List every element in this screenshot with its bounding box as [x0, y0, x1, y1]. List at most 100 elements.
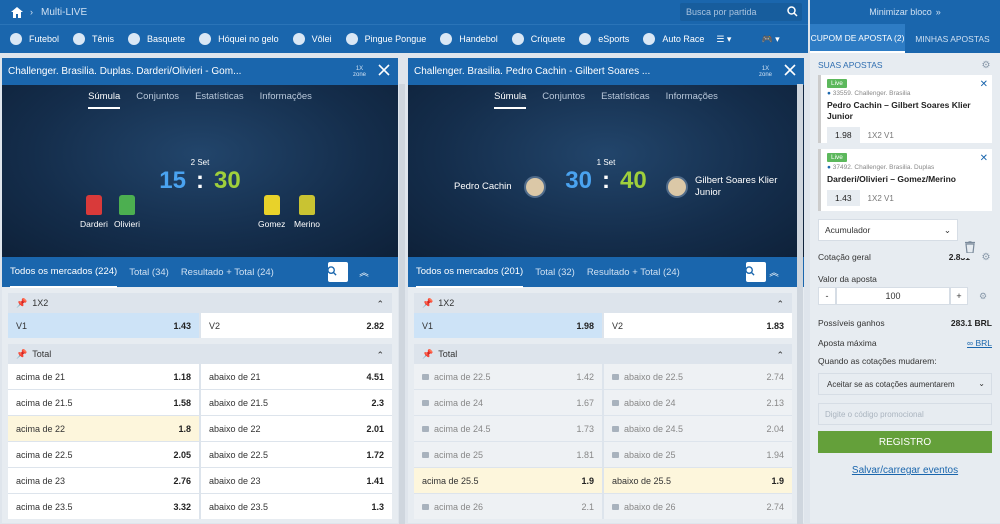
collapse-button[interactable]: ︽: [359, 262, 380, 282]
tab-total[interactable]: Total (34): [129, 266, 169, 278]
odd-cell[interactable]: abaixo de 21.5 2.3: [201, 390, 392, 415]
odd-cell[interactable]: acima de 25 1.81: [414, 442, 602, 467]
odd-cell[interactable]: abaixo de 22.5 1.72: [201, 442, 392, 467]
odd-cell[interactable]: acima de 22.5 2.05: [8, 442, 199, 467]
group-header[interactable]: 📌 1X2 ⌃: [16, 297, 384, 310]
tab-sumula[interactable]: Súmula: [494, 91, 527, 109]
tab-estatisticas[interactable]: Estatísticas: [195, 91, 244, 102]
group-header[interactable]: 📌 Total ⌃: [422, 348, 784, 361]
odd-cell[interactable]: acima de 23 2.76: [8, 468, 199, 493]
table-row: acima de 21.5 1.58 abaixo de 21.5 2.3: [8, 390, 392, 415]
close-icon[interactable]: [378, 64, 392, 78]
group-header[interactable]: 📌 1X2 ⌃: [422, 297, 784, 310]
tab-total[interactable]: Total (32): [535, 266, 575, 278]
search-input[interactable]: Busca por partida: [680, 3, 802, 21]
sport-tennis[interactable]: Tênis: [73, 33, 114, 45]
odd-cell[interactable]: abaixo de 22.5 2.74: [604, 364, 792, 389]
odd-cell[interactable]: abaixo de 21 4.51: [201, 364, 392, 389]
breadcrumb[interactable]: Multi-LIVE: [41, 6, 88, 18]
odd-cell[interactable]: abaixo de 23.5 1.3: [201, 494, 392, 519]
collapse-button[interactable]: ︽: [769, 262, 790, 282]
sport-football[interactable]: Futebol: [10, 33, 59, 45]
odd-cell[interactable]: acima de 21.5 1.58: [8, 390, 199, 415]
tab-conjuntos[interactable]: Conjuntos: [136, 91, 180, 102]
sport-table-tennis[interactable]: Pingue Pongue: [345, 33, 426, 45]
sport-cricket[interactable]: Críquete: [511, 33, 565, 45]
close-icon[interactable]: ✕: [979, 79, 988, 90]
trash-icon[interactable]: [960, 236, 980, 258]
sport-handball[interactable]: Handebol: [440, 33, 498, 45]
sport-auto-race[interactable]: Auto Race: [643, 33, 704, 45]
odd-cell[interactable]: acima de 21 1.18: [8, 364, 199, 389]
odd-cell[interactable]: abaixo de 24.5 2.04: [604, 416, 792, 441]
scoreboard-tabs: Súmula Conjuntos Estatísticas Informaçõe…: [408, 91, 804, 109]
games-button[interactable]: 🎮 ▾: [761, 34, 779, 45]
player-olivieri: Olivieri: [114, 195, 140, 229]
close-icon[interactable]: [784, 64, 798, 78]
odd-cell[interactable]: abaixo de 25.5 1.9: [604, 468, 792, 493]
tab-all-markets[interactable]: Todos os mercados (224): [10, 257, 118, 288]
odd-cell[interactable]: abaixo de 23 1.41: [201, 468, 392, 493]
sport-volleyball[interactable]: Vôlei: [292, 33, 332, 45]
scrollbar[interactable]: [399, 84, 405, 524]
odd-cell[interactable]: abaixo de 25 1.94: [604, 442, 792, 467]
bet-type-select[interactable]: Acumulador ⌄: [818, 219, 958, 241]
max-bet-link[interactable]: ∞ BRL: [967, 338, 992, 348]
match-title[interactable]: Challenger. Brasilia. Duplas. Darderi/Ol…: [8, 66, 242, 77]
tab-result-total[interactable]: Resultado + Total (24): [586, 266, 680, 278]
scrollbar[interactable]: [797, 84, 803, 524]
group-header[interactable]: 📌 Total ⌃: [16, 348, 384, 361]
minus-button[interactable]: -: [818, 287, 836, 305]
zone-button[interactable]: 1X zone: [352, 66, 366, 78]
odd-cell[interactable]: abaixo de 26 2.74: [604, 494, 792, 519]
stake-input[interactable]: 100: [836, 287, 950, 305]
search-markets-button[interactable]: [745, 262, 766, 282]
promo-code-input[interactable]: Digite o código promocional: [818, 403, 992, 425]
gear-icon[interactable]: ⚙: [978, 57, 994, 73]
tab-sumula[interactable]: Súmula: [88, 91, 121, 109]
sport-basketball[interactable]: Basquete: [128, 33, 185, 45]
odd-cell[interactable]: acima de 23.5 3.32: [8, 494, 199, 519]
tab-my-bets[interactable]: MINHAS APOSTAS: [915, 33, 990, 44]
odd-cell[interactable]: abaixo de 24 2.13: [604, 390, 792, 415]
home-icon[interactable]: [10, 5, 24, 19]
odd-cell[interactable]: V2 1.83: [604, 313, 792, 338]
save-load-events-link[interactable]: Salvar/carregar eventos: [851, 465, 959, 476]
search-icon[interactable]: [787, 6, 798, 19]
odds-change-select[interactable]: Aceitar se as cotações aumentarem ⌄: [818, 373, 992, 395]
player-darderi: Darderi: [80, 195, 108, 229]
tab-bet-coupon[interactable]: CUPOM DE APOSTA (2): [810, 24, 905, 53]
odd-cell[interactable]: acima de 25.5 1.9: [414, 468, 602, 493]
sport-esports[interactable]: eSports: [579, 33, 629, 45]
gear-icon[interactable]: ⚙: [974, 287, 992, 305]
score: 30:40: [565, 167, 647, 194]
plus-button[interactable]: +: [950, 287, 968, 305]
close-icon[interactable]: ✕: [979, 153, 988, 164]
tab-all-markets[interactable]: Todos os mercados (201): [416, 257, 524, 288]
tab-result-total[interactable]: Resultado + Total (24): [180, 266, 274, 278]
tab-informacoes[interactable]: Informações: [665, 91, 718, 102]
odd-cell[interactable]: acima de 22 1.8: [8, 416, 199, 441]
search-markets-button[interactable]: [327, 262, 348, 282]
register-button[interactable]: REGISTRO: [818, 431, 992, 453]
gear-icon[interactable]: ⚙: [978, 249, 994, 265]
tab-estatisticas[interactable]: Estatísticas: [601, 91, 650, 102]
sport-ice-hockey[interactable]: Hóquei no gelo: [199, 33, 279, 45]
minimize-block-button[interactable]: Minimizar bloco»: [810, 0, 1000, 24]
zone-button[interactable]: 1X zone: [758, 66, 772, 78]
odd-cell[interactable]: acima de 22.5 1.42: [414, 364, 602, 389]
odd-cell[interactable]: abaixo de 22 2.01: [201, 416, 392, 441]
odd-cell[interactable]: V2 2.82: [201, 313, 392, 338]
player-gomez: Gomez: [258, 195, 285, 229]
odds-change-label: Quando as cotações mudarem:: [818, 356, 937, 366]
tab-informacoes[interactable]: Informações: [259, 91, 312, 102]
odd-cell[interactable]: V1 1.43: [8, 313, 199, 338]
more-sports-button[interactable]: ☰ ▾: [716, 34, 731, 45]
tab-conjuntos[interactable]: Conjuntos: [542, 91, 586, 102]
match-title[interactable]: Challenger. Brasilia. Pedro Cachin - Gil…: [414, 66, 651, 77]
odd-cell[interactable]: acima de 26 2.1: [414, 494, 602, 519]
odd-cell[interactable]: V1 1.98: [414, 313, 602, 338]
odd-cell[interactable]: acima de 24.5 1.73: [414, 416, 602, 441]
table-row: acima de 25.5 1.9 abaixo de 25.5 1.9: [414, 468, 792, 493]
odd-cell[interactable]: acima de 24 1.67: [414, 390, 602, 415]
